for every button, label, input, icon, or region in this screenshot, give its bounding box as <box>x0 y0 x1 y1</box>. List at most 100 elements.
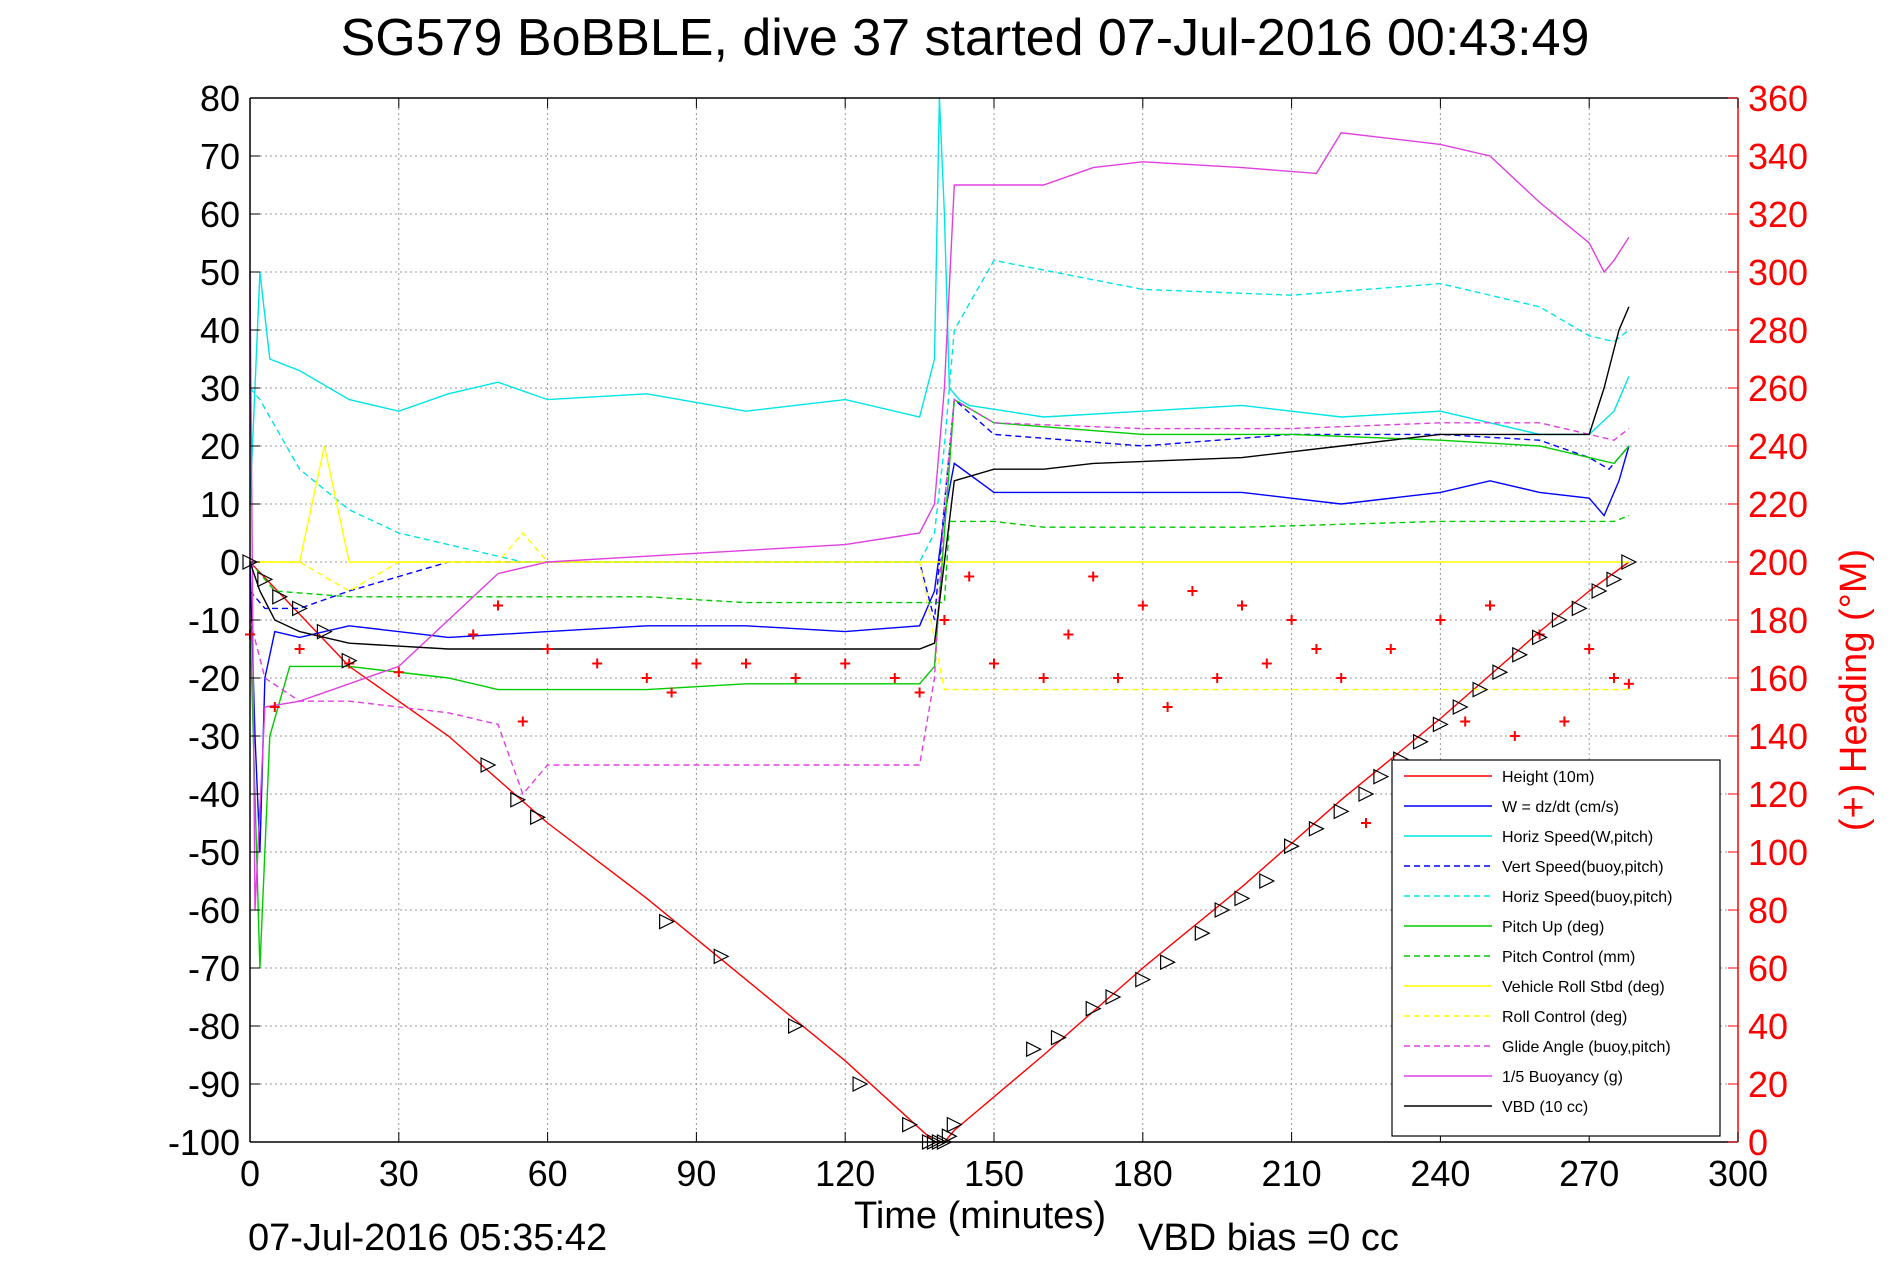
legend-entry: 1/5 Buoyancy (g) <box>1502 1069 1623 1086</box>
y2-tick-label: 340 <box>1748 136 1808 177</box>
depth-marker <box>713 948 730 965</box>
legend-entry: Height (10m) <box>1502 769 1594 786</box>
heading-point <box>989 658 999 669</box>
heading-point <box>468 629 479 640</box>
y-tick-label: 80 <box>200 78 240 119</box>
depth-marker <box>257 571 274 588</box>
y-tick-label: 30 <box>200 368 240 409</box>
x-tick-label: 90 <box>676 1153 716 1194</box>
depth-marker <box>341 652 358 669</box>
x-tick-label: 270 <box>1559 1153 1619 1194</box>
y2-tick-label: 280 <box>1748 310 1808 351</box>
depth-marker <box>1135 971 1152 988</box>
heading-point <box>1088 571 1099 582</box>
heading-point <box>840 658 851 669</box>
y-tick-label: 50 <box>200 252 240 293</box>
depth-marker <box>272 588 289 605</box>
heading-point <box>964 571 975 582</box>
heading-point <box>294 644 305 654</box>
depth-marker <box>1194 925 1211 942</box>
series-line <box>249 561 1630 1143</box>
x-tick-label: 210 <box>1262 1153 1322 1194</box>
y-tick-label: 60 <box>200 194 240 235</box>
depth-marker <box>1308 820 1325 837</box>
heading-point <box>1336 673 1347 683</box>
legend-entry: VBD (10 cc) <box>1502 1099 1588 1116</box>
y2-tick-label: 140 <box>1748 716 1808 757</box>
depth-marker <box>510 791 527 808</box>
series-line <box>250 531 1629 691</box>
y-tick-label: 10 <box>200 484 240 525</box>
legend-entry: Roll Control (deg) <box>1502 1009 1627 1026</box>
y2-tick-label: 0 <box>1748 1122 1768 1163</box>
heading-point <box>1361 818 1371 828</box>
depth-marker <box>852 1076 869 1092</box>
x-tick-label: 300 <box>1708 1153 1768 1194</box>
heading-point <box>1286 615 1297 625</box>
y2-tick-label: 260 <box>1748 368 1808 409</box>
heading-point <box>939 615 950 625</box>
depth-marker <box>1512 646 1529 663</box>
y2-tick-label: 180 <box>1748 600 1808 641</box>
legend-entry: Horiz Speed(buoy,pitch) <box>1502 889 1672 906</box>
heading-point <box>1460 716 1471 727</box>
depth-marker <box>1373 768 1390 785</box>
series-line <box>249 306 1630 650</box>
y-tick-label: -80 <box>188 1006 240 1047</box>
y-tick-label: 0 <box>220 542 240 583</box>
heading-point <box>1623 678 1634 689</box>
y-tick-label: -40 <box>188 774 240 815</box>
legend-entry: Pitch Up (deg) <box>1502 919 1604 936</box>
y-tick-label: -10 <box>188 600 240 641</box>
heading-point <box>889 673 900 683</box>
depth-marker <box>1333 803 1350 820</box>
depth-marker <box>1105 989 1122 1005</box>
y2-tick-label: 80 <box>1748 890 1788 931</box>
depth-marker <box>1050 1029 1067 1046</box>
heading-point <box>517 716 528 727</box>
depth-marker <box>1551 612 1568 628</box>
y-tick-label: 20 <box>200 426 240 467</box>
y2-tick-label: 100 <box>1748 832 1808 873</box>
depth-marker <box>659 913 675 930</box>
y-tick-label: -90 <box>188 1064 240 1105</box>
heading-point <box>269 702 280 712</box>
depth-marker <box>1214 902 1231 918</box>
footer-vbd-bias: VBD bias =0 cc <box>1138 1217 1399 1259</box>
x-axis-label: Time (minutes) <box>854 1195 1106 1237</box>
heading-point <box>1385 644 1396 654</box>
heading-point <box>666 687 677 698</box>
y2-tick-label: 360 <box>1748 78 1808 119</box>
heading-point <box>1311 644 1322 654</box>
depth-marker <box>292 600 308 617</box>
heading-point <box>641 673 652 683</box>
x-tick-label: 240 <box>1410 1153 1470 1194</box>
depth-marker <box>902 1116 919 1133</box>
heading-point <box>790 673 801 683</box>
y2-tick-label: 120 <box>1748 774 1808 815</box>
series-layer <box>242 97 1638 1150</box>
heading-point <box>1609 673 1619 683</box>
depth-marker <box>1085 1000 1102 1017</box>
series-line <box>249 445 1630 853</box>
legend-box <box>1391 759 1721 1137</box>
y2-tick-label: 220 <box>1748 484 1808 525</box>
chart-title: SG579 BoBBLE, dive 37 started 07-Jul-201… <box>341 9 1590 67</box>
heading-point <box>1063 629 1074 640</box>
y2-tick-label: 300 <box>1748 252 1808 293</box>
depth-marker <box>1159 954 1176 971</box>
depth-marker <box>1259 873 1276 889</box>
heading-point <box>1187 586 1198 596</box>
depth-marker <box>1492 664 1509 681</box>
depth-marker <box>1452 699 1469 715</box>
depth-marker <box>1358 786 1375 802</box>
heading-point <box>1559 716 1570 727</box>
axes: 0 30 60 90 120 150 180 210 240 270 300807060504030… <box>168 78 1808 1194</box>
depth-marker <box>1234 890 1251 907</box>
x-tick-label: 150 <box>964 1153 1024 1194</box>
heading-point <box>1113 673 1123 683</box>
depth-marker <box>1283 838 1300 855</box>
y2-tick-label: 200 <box>1748 542 1808 583</box>
y2-tick-label: 20 <box>1748 1064 1788 1105</box>
x-tick-label: 30 <box>379 1153 419 1194</box>
